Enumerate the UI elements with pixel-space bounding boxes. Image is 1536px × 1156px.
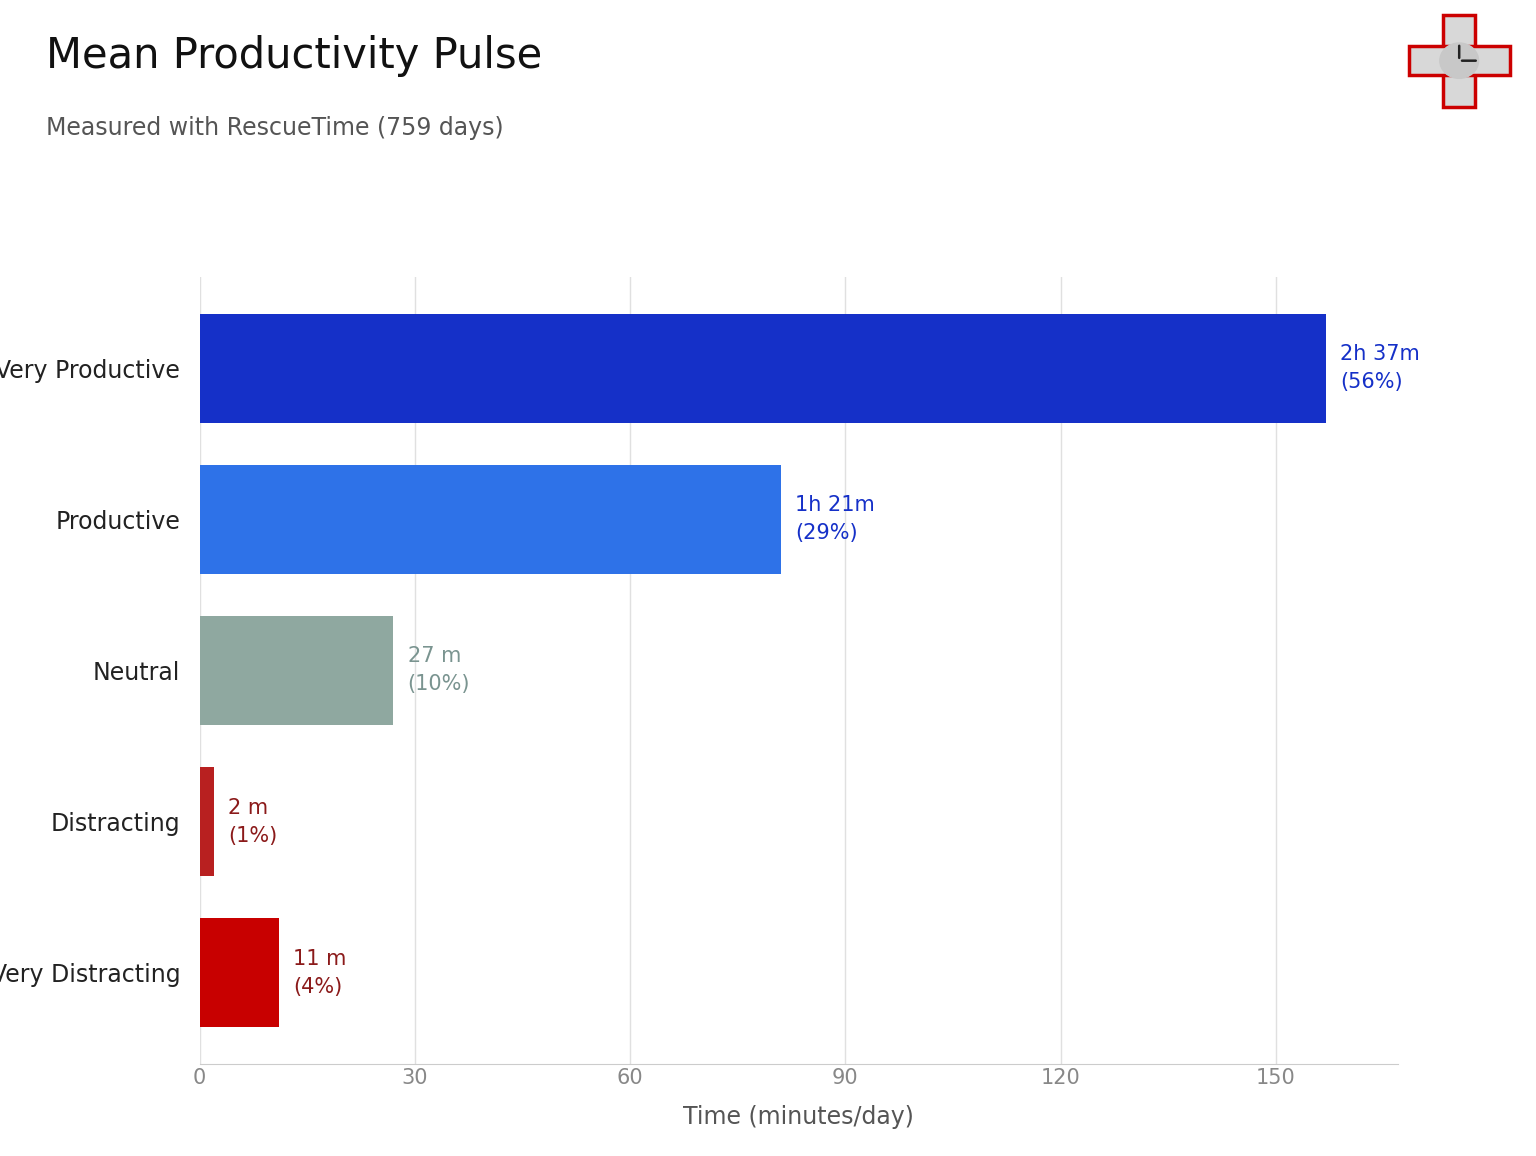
Circle shape <box>1439 43 1479 79</box>
Bar <box>200 313 1326 423</box>
Bar <box>200 616 393 725</box>
Text: 1h 21m
(29%): 1h 21m (29%) <box>796 495 876 543</box>
Bar <box>200 768 214 876</box>
X-axis label: Time (minutes/day): Time (minutes/day) <box>684 1105 914 1129</box>
Text: Measured with RescueTime (759 days): Measured with RescueTime (759 days) <box>46 116 504 140</box>
Bar <box>200 918 278 1028</box>
Text: 27 m
(10%): 27 m (10%) <box>407 646 470 695</box>
Text: 2h 37m
(56%): 2h 37m (56%) <box>1341 344 1421 392</box>
Text: 2 m
(1%): 2 m (1%) <box>229 798 278 846</box>
Text: Mean Productivity Pulse: Mean Productivity Pulse <box>46 35 542 76</box>
FancyBboxPatch shape <box>1444 15 1475 106</box>
Bar <box>200 465 780 573</box>
FancyBboxPatch shape <box>1409 46 1510 75</box>
Text: 11 m
(4%): 11 m (4%) <box>293 949 346 996</box>
